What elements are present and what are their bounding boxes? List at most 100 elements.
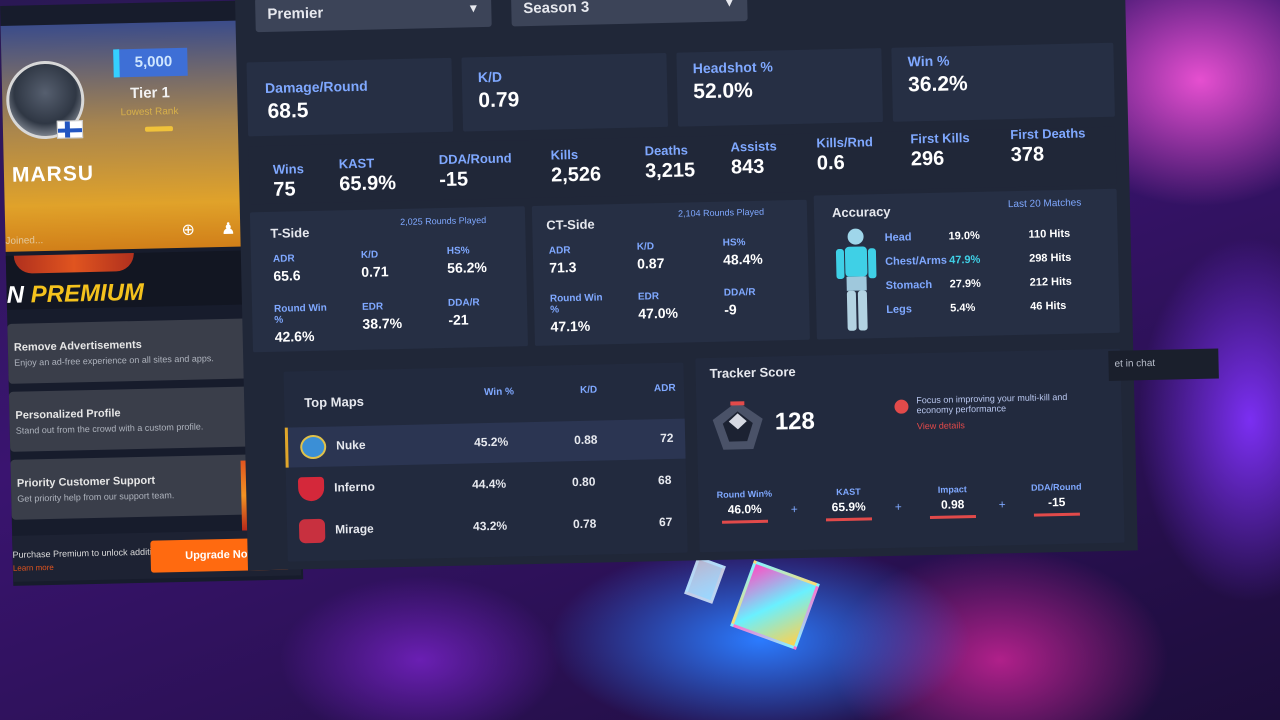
stat-value: 843 <box>730 155 765 179</box>
stat-card-win: Win % 36.2% <box>891 42 1115 122</box>
hit-count: 298 Hits <box>1028 251 1072 265</box>
footer-link[interactable]: Learn more <box>12 562 54 573</box>
column-header: ADR <box>653 382 676 395</box>
stat-value: 65.9% <box>339 172 397 196</box>
stat-value: 0.71 <box>361 263 389 280</box>
map-win: 45.2% <box>473 434 509 450</box>
stat-label: Kills <box>550 146 579 163</box>
friends-icon[interactable]: ♟ <box>220 220 236 239</box>
stat-kast: KAST 65.9% <box>339 155 397 196</box>
perk-item[interactable]: Priority Customer Support Get priority h… <box>10 453 278 520</box>
tracker-score-emblem-icon <box>712 401 763 450</box>
ts-bar <box>722 519 769 524</box>
perk-item[interactable]: Remove Advertisements Enjoy an ad-free e… <box>7 318 261 384</box>
stat-label: K/D <box>477 68 503 86</box>
stat-label: Win % <box>907 52 950 70</box>
perk-item[interactable]: Personalized Profile Stand out from the … <box>8 385 273 452</box>
body-figure-icon <box>835 228 877 331</box>
nuke-map-icon <box>299 434 327 460</box>
map-adr: 67 <box>658 514 673 530</box>
ts-label: Impact <box>937 484 967 495</box>
map-win: 43.2% <box>472 518 508 534</box>
stat-label: DDA/Round <box>438 150 512 168</box>
top-maps-header: Win % K/D ADR <box>284 383 684 412</box>
ts-bar <box>825 517 873 522</box>
mode-select-value: Premier <box>267 4 324 23</box>
ts-item: Impact 0.98 <box>912 484 993 520</box>
hit-count: 212 Hits <box>1029 275 1073 289</box>
perk-description: Get priority help from our support team. <box>17 490 175 504</box>
stat-value: 47.1% <box>550 317 591 335</box>
map-adr: 68 <box>657 472 672 488</box>
monitor-screen: 5,000 Tier 1 Lowest Rank MARSU Joined...… <box>0 0 1133 586</box>
ts-bar <box>1033 512 1080 517</box>
map-row-mirage[interactable]: Mirage 43.2% 0.78 67 <box>287 503 688 552</box>
tracker-score-link[interactable]: View details <box>916 420 965 432</box>
stat-label: First Kills <box>910 130 970 147</box>
accuracy-row-legs: Legs 5.4% 46 Hits <box>886 299 1086 322</box>
column-header: K/D <box>579 384 598 396</box>
plus-icon: + <box>894 499 902 514</box>
stat-value: 71.3 <box>549 258 577 276</box>
ct-stat-kd: K/D 0.87 <box>636 241 665 272</box>
map-row-nuke[interactable]: Nuke 45.2% 0.88 72 <box>284 418 686 468</box>
stat-value: 68.5 <box>267 99 309 123</box>
map-row-inferno[interactable]: Inferno 44.4% 0.80 68 <box>286 461 687 510</box>
stat-value: 0.6 <box>816 151 845 175</box>
tracker-score-card: Tracker Score 128 Focus on improving you… <box>695 348 1125 553</box>
stat-label: Wins <box>272 161 305 177</box>
inferno-map-icon <box>297 476 325 502</box>
stat-value: 75 <box>273 178 296 201</box>
stat-label: Assists <box>730 138 777 155</box>
rating-badge: 5,000 <box>113 47 188 78</box>
stat-label: EDR <box>361 301 384 313</box>
t-side-rounds: 2,025 Rounds Played <box>400 215 487 227</box>
perk-description: Enjoy an ad-free experience on all sites… <box>14 353 214 368</box>
map-name: Mirage <box>334 521 374 537</box>
perk-title: Personalized Profile <box>15 407 121 422</box>
stat-label: First Deaths <box>1010 125 1086 143</box>
stat-value: -15 <box>438 168 469 192</box>
stat-value: -9 <box>724 301 737 318</box>
hit-percent: 19.0% <box>948 229 980 243</box>
season-select[interactable]: Season 3 ▼ <box>510 0 748 27</box>
stat-deaths: Deaths 3,215 <box>644 142 695 183</box>
accuracy-card: Accuracy Last 20 Matches Head 19.0% 110 … <box>813 188 1120 340</box>
stat-first-kills: First Kills 296 <box>910 130 970 171</box>
ts-value: 46.0% <box>727 501 762 517</box>
tier-subtitle: Lowest Rank <box>120 105 179 119</box>
stat-label: ADR <box>272 253 295 265</box>
map-kd: 0.78 <box>572 516 597 532</box>
stat-kills-per-round: Kills/Rnd 0.6 <box>816 134 873 175</box>
map-adr: 72 <box>659 430 674 446</box>
chat-prompt[interactable]: et in chat <box>1108 348 1219 381</box>
ts-item: KAST 65.9% <box>808 486 889 522</box>
stat-value: 0.87 <box>636 254 665 272</box>
stat-value: 48.4% <box>722 250 763 268</box>
tier-label: Tier 1 <box>129 84 171 103</box>
stat-wins: Wins 75 <box>273 161 305 202</box>
stat-value: 3,215 <box>644 159 696 183</box>
stat-dda-round: DDA/Round -15 <box>439 150 513 192</box>
warning-icon <box>894 399 909 414</box>
stat-value: -21 <box>448 311 469 328</box>
ct-stat-hs: HS% 48.4% <box>723 237 763 268</box>
accuracy-title: Accuracy <box>831 203 891 221</box>
ts-value: 0.98 <box>940 497 965 512</box>
stat-label: Round Win % <box>549 292 603 316</box>
body-part: Stomach <box>885 278 933 292</box>
stat-value: 2,526 <box>550 163 602 187</box>
ct-side-card: CT-Side 2,104 Rounds Played ADR 71.3 K/D 0… <box>531 199 810 346</box>
premium-heading: N PREMIUM <box>6 279 144 310</box>
mode-select[interactable]: Premier ▼ <box>255 0 492 33</box>
premium-banner: N PREMIUM <box>5 250 267 310</box>
crosshair-icon[interactable]: ⊕ <box>181 221 196 239</box>
hit-percent: 47.9% <box>949 253 981 267</box>
ct-stat-dda: DDA/R -9 <box>724 287 756 318</box>
premium-word: PREMIUM <box>30 278 145 309</box>
ts-item: Round Win% 46.0% <box>704 488 785 524</box>
accuracy-meta: Last 20 Matches <box>1007 197 1082 211</box>
tracker-score-title: Tracker Score <box>709 364 796 381</box>
stat-first-deaths: First Deaths 378 <box>1010 125 1086 167</box>
ts-item: DDA/Round -15 <box>1016 481 1097 517</box>
